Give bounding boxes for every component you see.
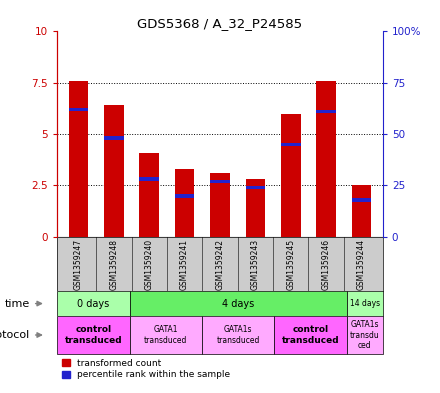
Bar [246, 179, 265, 237]
Title: GDS5368 / A_32_P24585: GDS5368 / A_32_P24585 [137, 17, 303, 30]
Text: 14 days: 14 days [350, 299, 380, 308]
Text: GSM1359240: GSM1359240 [145, 239, 154, 290]
Bar [69, 81, 88, 237]
Text: control
transduced: control transduced [65, 325, 122, 345]
Text: control
transduced: control transduced [282, 325, 339, 345]
Text: GATA1s
transdu
ced: GATA1s transdu ced [350, 320, 380, 350]
Text: GSM1359248: GSM1359248 [109, 239, 118, 290]
Bar [69, 108, 88, 111]
Bar [352, 198, 371, 202]
Bar [210, 180, 230, 183]
Bar [139, 152, 159, 237]
Bar [274, 316, 347, 354]
Text: GSM1359247: GSM1359247 [74, 239, 83, 290]
Text: GSM1359244: GSM1359244 [357, 239, 366, 290]
Bar [175, 194, 194, 198]
Bar [129, 316, 202, 354]
Bar [139, 178, 159, 181]
Legend: transformed count, percentile rank within the sample: transformed count, percentile rank withi… [62, 359, 230, 380]
Text: GATA1s
transduced: GATA1s transduced [216, 325, 260, 345]
Bar [104, 105, 124, 237]
Text: GSM1359243: GSM1359243 [251, 239, 260, 290]
Text: GATA1
transduced: GATA1 transduced [144, 325, 187, 345]
Text: 0 days: 0 days [77, 299, 110, 309]
Bar [175, 169, 194, 237]
Bar [246, 185, 265, 189]
Bar [202, 316, 274, 354]
Bar [129, 291, 347, 316]
Bar [281, 143, 301, 146]
Text: GSM1359246: GSM1359246 [322, 239, 331, 290]
Text: protocol: protocol [0, 330, 29, 340]
Bar [210, 173, 230, 237]
Bar [57, 291, 129, 316]
Bar [347, 291, 383, 316]
Text: GSM1359245: GSM1359245 [286, 239, 295, 290]
Bar [57, 316, 129, 354]
Bar [347, 316, 383, 354]
Bar [316, 81, 336, 237]
Text: GSM1359242: GSM1359242 [216, 239, 224, 290]
Bar [281, 114, 301, 237]
Text: time: time [4, 299, 29, 309]
Bar [316, 110, 336, 114]
Bar [352, 185, 371, 237]
Bar [104, 136, 124, 140]
Text: 4 days: 4 days [222, 299, 254, 309]
Text: GSM1359241: GSM1359241 [180, 239, 189, 290]
